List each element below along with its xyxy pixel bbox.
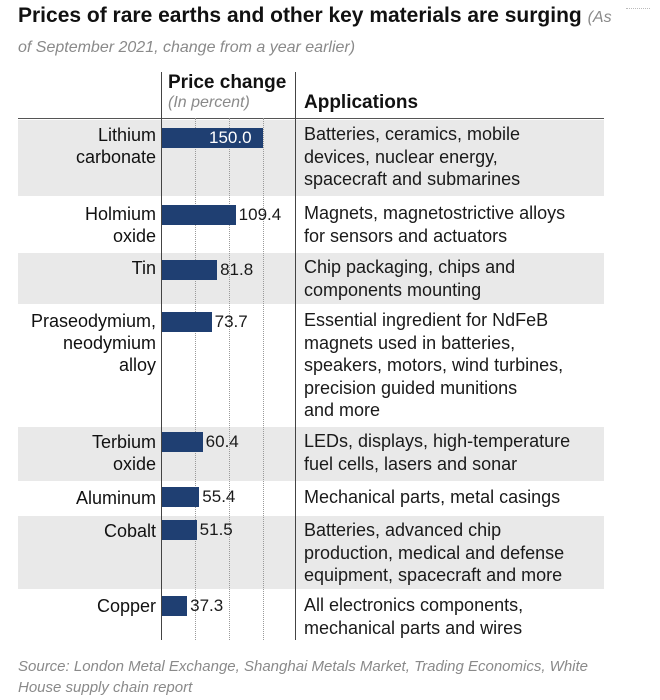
applications-header: Applications [304,92,419,113]
header-rule [18,118,604,119]
value-label: 150.0 [209,128,252,147]
applications-text: Mechanical parts, metal casings [304,486,604,509]
material-label-line: Holmium [84,204,156,224]
bar-cobalt [162,520,197,540]
applications-line: magnets used in batteries, [304,332,516,353]
decorative-dots [626,8,650,9]
material-label-line: Cobalt [103,521,156,541]
axis-baseline [161,72,162,640]
title-text: Prices of rare earths and other key mate… [18,4,582,27]
applications-text: Batteries, advanced chip production, medi… [304,519,604,587]
bar-lithium-carbonate [162,128,263,148]
applications-text: Chip packaging, chips and components moun… [304,256,604,301]
material-label: Aluminum [76,487,156,509]
applications-line: Chip packaging, chips and [304,257,516,277]
applications-line: for sensors and actuators [304,225,508,246]
gridline-100 [229,118,230,640]
price-unit-header: (In percent) [168,94,250,111]
bar-tin [162,260,218,280]
material-label-line: oxide [112,226,156,246]
table-row: Holmium oxide Magnets, magnetostrictive al… [18,199,604,251]
material-label: Terbium oxide [92,431,156,475]
bar-holmium-oxide [162,205,236,225]
material-label-line: Praseodymium, [30,311,156,331]
material-label-line: alloy [118,355,156,375]
applications-text: Essential ingredient for NdFeB magnets us… [304,309,604,422]
applications-line: speakers, motors, wind turbines, [304,355,564,375]
applications-text: LEDs, displays, high-temperature fuel cel… [304,430,604,475]
value-label: 109.4 [238,205,282,224]
material-label-line: oxide [112,454,156,474]
table-row: Terbium oxide LEDs, displays, high-tempera… [18,427,604,481]
bar-copper [162,596,188,616]
applications-line: production, medical and defense [304,542,565,563]
table-row: Tin Chip packaging, chips and components m… [18,253,604,304]
table-row: Lithium carbonate Batteries, ceramics, mob… [18,120,604,196]
material-label-line: neodymium [62,333,156,353]
value-label: 81.8 [220,260,254,279]
column-divider [295,72,296,640]
value-label: 73.7 [214,312,248,331]
material-label: Praseodymium, neodymium alloy [31,310,156,376]
applications-line: components mounting [304,279,482,300]
table-row: Aluminum Mechanical parts, metal casings [18,483,604,514]
bar-aluminum [162,487,200,507]
material-label: Cobalt [104,520,156,542]
material-label-line: Aluminum [75,488,156,508]
applications-line: Mechanical parts, metal casings [304,487,561,507]
applications-text: Magnets, magnetostrictive alloys for sens… [304,202,604,247]
table-row: Copper All electronics components, mechani… [18,591,604,644]
material-label: Holmium oxide [85,203,156,247]
applications-line: mechanical parts and wires [304,617,523,638]
applications-line: Batteries, ceramics, mobile [304,124,521,144]
chart-subtitle: (As of September 2021, change from a yea… [18,9,612,56]
price-change-header: Price change [168,72,287,93]
applications-line: LEDs, displays, high-temperature [304,431,571,451]
table-row: Cobalt Batteries, advanced chip production… [18,516,604,589]
applications-line: fuel cells, lasers and sonar [304,453,518,474]
material-label: Lithium carbonate [76,124,156,168]
value-label: 37.3 [190,596,224,615]
applications-line: equipment, spacecraft and more [304,565,563,585]
bar-terbium-oxide [162,432,203,452]
applications-text: Batteries, ceramics, mobile devices, nucl… [304,123,604,191]
material-label-line: carbonate [75,147,156,167]
applications-line: and more [304,400,381,420]
gridline-150 [263,118,264,640]
applications-line: All electronics components, [304,595,524,615]
gridline-50 [195,118,196,640]
material-label-line: Lithium [97,125,156,145]
applications-line: precision guided munitions [304,377,518,398]
chart-title: Prices of rare earths and other key mate… [18,2,618,62]
material-label: Tin [132,257,156,279]
value-label: 51.5 [199,520,233,539]
applications-line: devices, nuclear energy, [304,146,498,167]
value-label: 60.4 [205,432,239,451]
applications-line: Magnets, magnetostrictive alloys [304,203,566,223]
value-label: 55.4 [202,487,236,506]
applications-line: Batteries, advanced chip [304,520,502,540]
applications-line: Essential ingredient for NdFeB [304,310,549,330]
material-label: Copper [97,595,156,617]
material-label-line: Terbium [91,432,156,452]
bar-praseodymium-neodymium-alloy [162,312,212,332]
applications-line: spacecraft and submarines [304,169,521,189]
applications-text: All electronics components, mechanical pa… [304,594,604,639]
material-label-line: Copper [96,596,156,616]
material-label-line: Tin [131,258,156,278]
table-row: Praseodymium, neodymium alloy Essential ing… [18,306,604,425]
source-note: Source: London Metal Exchange, Shanghai … [18,658,589,696]
